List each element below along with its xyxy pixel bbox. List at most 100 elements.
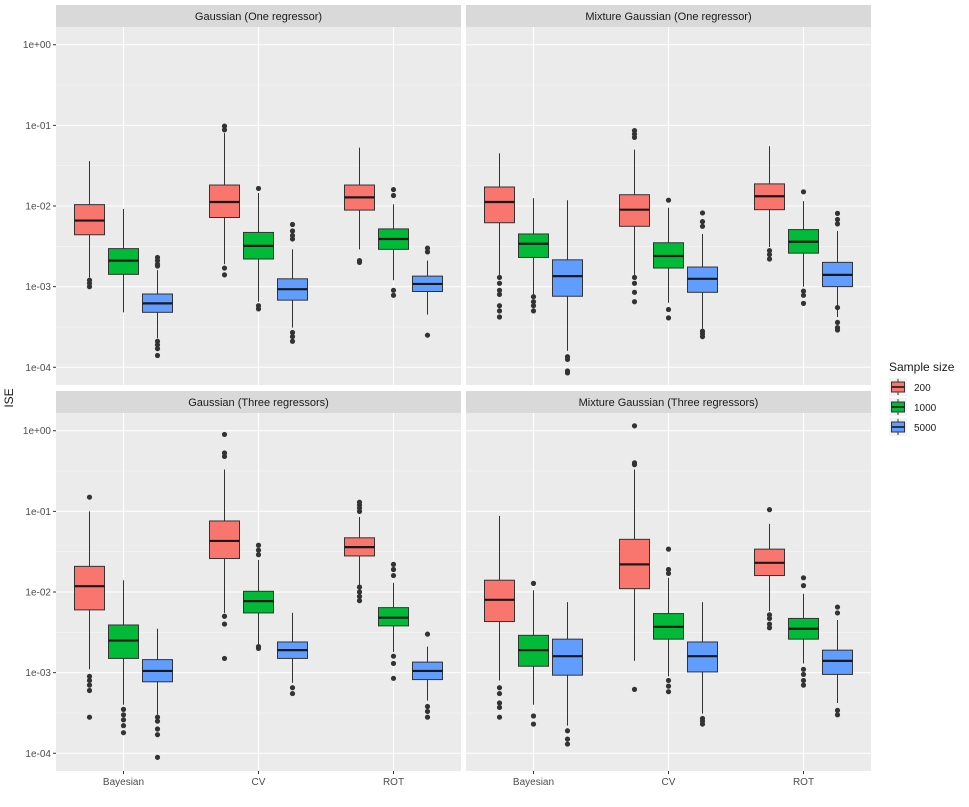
outlier-point [800,583,807,589]
y-axis-title: ISE [2,388,16,407]
outlier-point [564,741,571,747]
outlier-point [631,423,638,429]
x-tick-label: CV [252,777,266,788]
outlier-point [86,677,93,684]
box-200 [754,146,785,262]
outlier-point [154,714,161,720]
outlier-point [289,236,296,242]
box-body [552,259,583,297]
outlier-point [356,259,363,265]
outlier-point [390,186,397,193]
box-5000 [822,210,853,333]
legend-label: 5000 [914,423,937,434]
outlier-point [665,566,672,573]
outlier-point [120,706,127,712]
outlier-point [665,683,672,689]
outlier-point [766,615,773,622]
outlier-point [631,274,638,281]
outlier-point [86,494,93,500]
outlier-point [766,507,773,513]
outlier-point [154,342,161,348]
box-5000 [687,210,718,340]
outlier-point [834,610,841,616]
facet-strip [56,391,461,413]
outlier-point [496,287,503,293]
outlier-point [665,546,672,552]
outlier-point [496,690,503,697]
outlier-point [390,572,397,579]
outlier-point [120,717,127,723]
outlier-point [631,686,638,692]
outlier-point [800,677,807,684]
outlier-point [255,185,262,192]
box-5000 [142,254,173,359]
legend-label: 200 [914,383,931,394]
outlier-point [120,730,127,736]
outlier-point [390,292,397,298]
box-1000 [653,197,684,321]
facet-strip [56,5,461,27]
outlier-point [120,723,127,729]
facet-panel: Gaussian (One regressor) 1e+00 1e-01 1e-02 1… [23,5,461,385]
box-1000 [108,580,139,736]
outlier-point [496,704,503,711]
outlier-point [631,280,638,286]
outlier-point [154,732,161,738]
outlier-point [289,338,296,344]
outlier-point [631,299,638,305]
box-1000 [518,198,549,314]
outlier-point [665,570,672,577]
outlier-point [255,306,262,312]
outlier-point [390,653,397,659]
outlier-point [154,263,161,269]
box-1000 [108,208,139,313]
outlier-point [766,251,773,258]
outlier-point [356,508,363,514]
facet-panel: Mixture Gaussian (Three regressors) Bayes… [466,391,871,788]
box-1000 [378,561,409,681]
box-1000 [653,546,684,695]
outlier-point [530,721,537,727]
box-5000 [412,245,443,338]
outlier-point [766,247,773,254]
box-1000 [378,186,409,298]
legend-title: Sample size [889,360,955,374]
legend-entry: 5000 [889,418,937,436]
box-5000 [277,221,308,344]
legend-entry: 1000 [889,398,937,416]
outlier-point [699,721,706,727]
outlier-point [496,280,503,286]
box-5000 [412,631,443,720]
box-1000 [788,575,819,688]
outlier-point [289,329,296,336]
outlier-point [255,547,262,553]
outlier-point [496,314,503,320]
y-tick-label: 1e+00 [23,426,52,437]
box-5000 [277,612,308,697]
box-5000 [552,602,583,747]
outlier-point [665,197,672,203]
outlier-point [800,300,807,306]
box-body [74,565,105,611]
x-tick-label: Bayesian [103,777,144,788]
outlier-point [530,294,537,300]
legend-entry: 200 [889,378,931,396]
y-tick-label: 1e-04 [25,363,51,374]
outlier-point [120,712,127,718]
y-tick-label: 1e-03 [25,668,51,679]
outlier-point [665,689,672,695]
outlier-point [834,712,841,718]
box-200 [74,161,105,290]
outlier-point [530,713,537,719]
outlier-point [221,265,228,271]
outlier-point [564,356,571,363]
outlier-point [221,127,228,133]
outlier-point [834,210,841,216]
box-200 [344,147,375,265]
outlier-point [356,598,363,604]
outlier-point [834,216,841,223]
outlier-point [766,621,773,627]
x-tick-label: CV [662,777,676,788]
facet-strip [466,5,871,27]
outlier-point [154,718,161,724]
